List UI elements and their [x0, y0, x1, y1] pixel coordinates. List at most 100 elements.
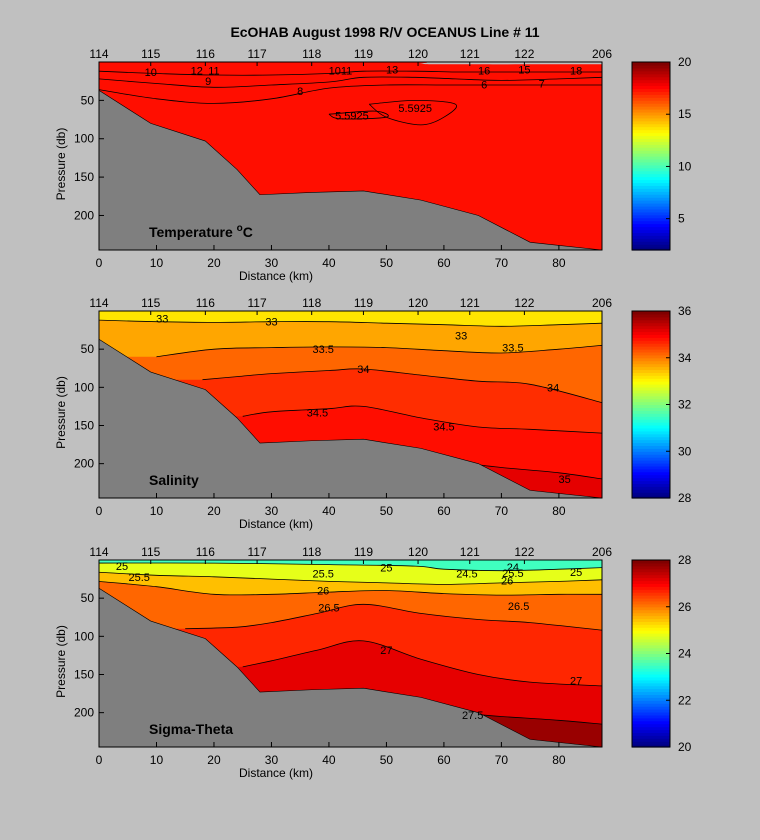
salinity-axes-frame: [98, 310, 603, 499]
temperature-c-colorbar-cell: [632, 117, 670, 122]
temperature-c-colorbar-cell: [632, 205, 670, 210]
salinity-colorbar-cell: [632, 422, 670, 426]
temperature-c-colorbar-cell: [632, 129, 670, 134]
temperature-c-contour-label: 12: [191, 65, 203, 77]
sigma-theta-colorbar-tick-label: 22: [678, 693, 692, 707]
sigma-theta-colorbar-cell: [632, 665, 670, 669]
sigma-theta-panel: 2525.52626.52727.525.52524.52425.5262526…: [54, 545, 692, 780]
temperature-c-contour-label: 9: [205, 76, 211, 88]
salinity-contour-label: 33: [156, 314, 168, 326]
sigma-theta-x-tick-label: 60: [437, 753, 451, 767]
sigma-theta-colorbar-cell: [632, 638, 670, 643]
temperature-c-colorbar-tick-label: 10: [678, 159, 692, 173]
sigma-theta-colorbar-cell: [632, 560, 670, 564]
temperature-c-colorbar-cell: [632, 85, 670, 90]
temperature-c-colorbar-cell: [632, 220, 670, 225]
sigma-theta-y-tick-label: 100: [74, 629, 94, 643]
salinity-colorbar-cell: [632, 372, 670, 376]
salinity-colorbar-cell: [632, 378, 670, 382]
temperature-c-station-label: 118: [302, 47, 321, 61]
temperature-c-y-tick-label: 150: [74, 170, 94, 184]
sigma-theta-colorbar-cell: [632, 688, 670, 693]
sigma-theta-colorbar-cell: [632, 711, 670, 716]
sigma-theta-contour-label: 27: [570, 676, 582, 688]
temperature-c-contour-line: [99, 84, 602, 104]
temperature-c-colorbar-cell: [632, 244, 670, 248]
salinity-contour-label: 34: [357, 364, 369, 376]
figure-title: EcOHAB August 1998 R/V OCEANUS Line # 11: [230, 24, 539, 40]
sigma-theta-colorbar-cell: [632, 671, 670, 675]
temperature-c-colorbar-cell: [632, 82, 670, 87]
salinity-colorbar-cell: [632, 384, 670, 388]
temperature-c-contour-label: 6: [481, 79, 487, 91]
salinity-colorbar-cell: [632, 337, 670, 341]
sigma-theta-colorbar-cell: [632, 641, 670, 646]
temperature-c-x-tick-label: 20: [207, 256, 221, 270]
sigma-theta-station-label: 122: [514, 545, 534, 559]
sigma-theta-y-tick-label: 150: [74, 667, 94, 681]
temperature-c-contour-line: [328, 110, 389, 120]
temperature-c-colorbar-cell: [632, 247, 670, 251]
sigma-theta-colorbar-cell: [632, 729, 670, 733]
temperature-c-y-tick-label: 50: [81, 93, 95, 107]
salinity-contour-label: 34: [547, 382, 559, 394]
sigma-theta-station-label: 115: [141, 545, 160, 559]
temperature-c-colorbar-cell: [632, 153, 670, 157]
salinity-x-tick-label: 30: [265, 504, 279, 518]
salinity-contour-line: [156, 344, 602, 358]
temperature-c-colorbar-cell: [632, 170, 670, 175]
temperature-c-colorbar-cell: [632, 120, 670, 125]
temperature-c-station-label: 122: [514, 47, 534, 61]
temperature-c-colorbar-cell: [632, 123, 670, 128]
temperature-c-colorbar-cell: [632, 194, 670, 198]
sigma-theta-colorbar-cell: [632, 662, 670, 666]
salinity-panel-label: Salinity: [149, 472, 199, 488]
sigma-theta-x-tick-label: 0: [96, 753, 103, 767]
sigma-theta-colorbar-cell: [632, 615, 670, 620]
temperature-c-colorbar-cell: [632, 179, 670, 184]
salinity-colorbar-cell: [632, 343, 670, 347]
temperature-c-colorbar-cell: [632, 111, 670, 116]
salinity-bathymetry: [99, 338, 602, 498]
salinity-station-label: 119: [354, 296, 373, 310]
temperature-c-x-axis-label: Distance (km): [239, 269, 313, 283]
salinity-colorbar-tick-label: 30: [678, 444, 692, 458]
sigma-theta-colorbar-cell: [632, 627, 670, 631]
temperature-c-station-label: 117: [248, 47, 267, 61]
sigma-theta-colorbar-cell: [632, 609, 670, 614]
sigma-theta-colorbar-cell: [632, 577, 670, 582]
sigma-theta-contour-line: [99, 562, 602, 572]
temperature-c-colorbar-cell: [632, 238, 670, 242]
temperature-c-colorbar-cell: [632, 176, 670, 181]
temperature-c-colorbar-cell: [632, 126, 670, 131]
temperature-c-colorbar-cell: [632, 62, 670, 66]
salinity-colorbar-cell: [632, 416, 670, 420]
sigma-theta-colorbar-cell: [632, 580, 670, 584]
sigma-theta-colorbar-cell: [632, 726, 670, 731]
sigma-theta-colorbar: 20 22 24 26 28: [631, 553, 692, 754]
temperature-c-axes-frame: [98, 61, 603, 251]
sigma-theta-colorbar-cell: [632, 668, 670, 672]
temperature-c-colorbar-cell: [632, 156, 670, 160]
salinity-x-tick-label: 80: [552, 504, 566, 518]
salinity-colorbar-cell: [632, 354, 670, 359]
temperature-c-colorbar: 5 10 15 20: [631, 55, 692, 251]
sigma-theta-colorbar-cell: [632, 709, 670, 713]
sigma-theta-colorbar-tick-label: 26: [678, 600, 692, 614]
temperature-c-contour-line: [99, 70, 602, 76]
salinity-station-label: 117: [248, 296, 267, 310]
salinity-colorbar-cell: [632, 468, 670, 473]
temperature-c-colorbar-tick-label: 5: [678, 212, 685, 226]
salinity-colorbar-cell: [632, 369, 670, 373]
salinity-colorbar-cell: [632, 451, 670, 455]
sigma-theta-colorbar-cell: [632, 679, 670, 684]
sigma-theta-y-axis-label: Pressure (db): [54, 625, 68, 698]
salinity-colorbar-cell: [632, 363, 670, 368]
temperature-c-x-tick-label: 10: [150, 256, 164, 270]
salinity-station-label: 121: [460, 296, 480, 310]
temperature-c-colorbar-cell: [632, 232, 670, 236]
sigma-theta-colorbar-cell: [632, 653, 670, 658]
temperature-c-colorbar-tick-label: 20: [678, 55, 692, 69]
salinity-colorbar-cell: [632, 477, 670, 482]
